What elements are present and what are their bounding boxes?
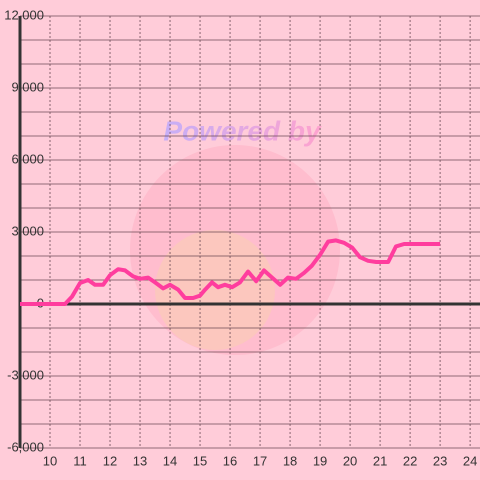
x-tick-label: 22 (403, 453, 417, 468)
y-tick-label: -6,000 (7, 439, 44, 454)
x-tick-label: 23 (433, 453, 447, 468)
x-tick-label: 17 (253, 453, 267, 468)
x-tick-label: 24 (463, 453, 477, 468)
data-line (20, 238, 441, 306)
y-tick-label: 12,000 (4, 7, 44, 22)
x-tick-label: 12 (103, 453, 117, 468)
plot (20, 238, 441, 306)
y-tick-label: 6,000 (11, 151, 44, 166)
watermark-text: Powered by (163, 115, 322, 146)
y-tick-label: -3,000 (7, 367, 44, 382)
watermark-figure (155, 230, 275, 350)
x-tick-label: 19 (313, 453, 327, 468)
x-tick-label: 15 (193, 453, 207, 468)
x-tick-label: 16 (223, 453, 237, 468)
x-tick-label: 11 (73, 453, 87, 468)
x-tick-label: 10 (43, 453, 57, 468)
x-tick-label: 21 (373, 453, 387, 468)
x-tick-label: 18 (283, 453, 297, 468)
x-tick-label: 14 (163, 453, 177, 468)
x-tick-label: 13 (133, 453, 147, 468)
y-tick-label: 3,000 (11, 223, 44, 238)
y-tick-label: 9,000 (11, 79, 44, 94)
x-tick-label: 20 (343, 453, 357, 468)
